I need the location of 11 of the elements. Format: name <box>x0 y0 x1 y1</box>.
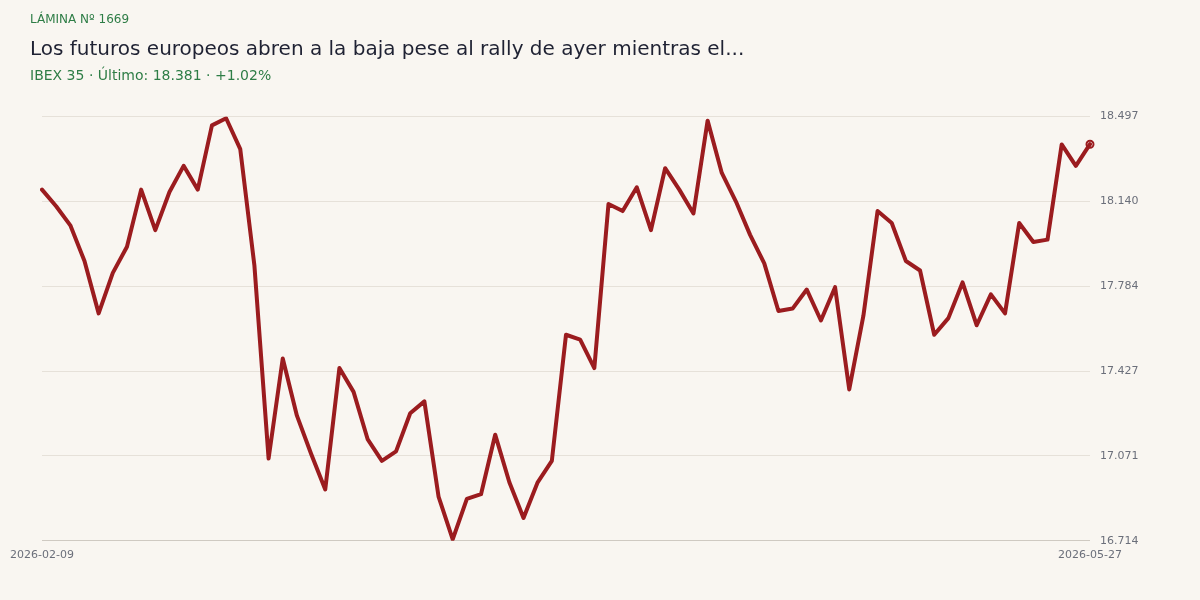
text: LÁMINA Nº 1669 <box>30 12 130 26</box>
y-tick-label: 16.714 <box>1100 533 1139 547</box>
y-tick-label: 17.071 <box>1100 448 1139 462</box>
x-tick-label: 2026-02-09 <box>10 548 74 562</box>
y-tick-label: 17.784 <box>1100 279 1139 293</box>
y-tick-label: 18.497 <box>1100 109 1139 123</box>
x-tick-label: 2026-05-27 <box>1058 548 1122 562</box>
y-tick-label: 18.140 <box>1100 194 1139 208</box>
chart-title: Los futuros europeos abren a la baja pese al rally de ayer mientras el... <box>30 36 745 60</box>
y-tick-label: 17.427 <box>1100 364 1139 378</box>
chart-subtitle: IBEX 35 · Último: 18.381 · +1.02% <box>30 67 272 83</box>
